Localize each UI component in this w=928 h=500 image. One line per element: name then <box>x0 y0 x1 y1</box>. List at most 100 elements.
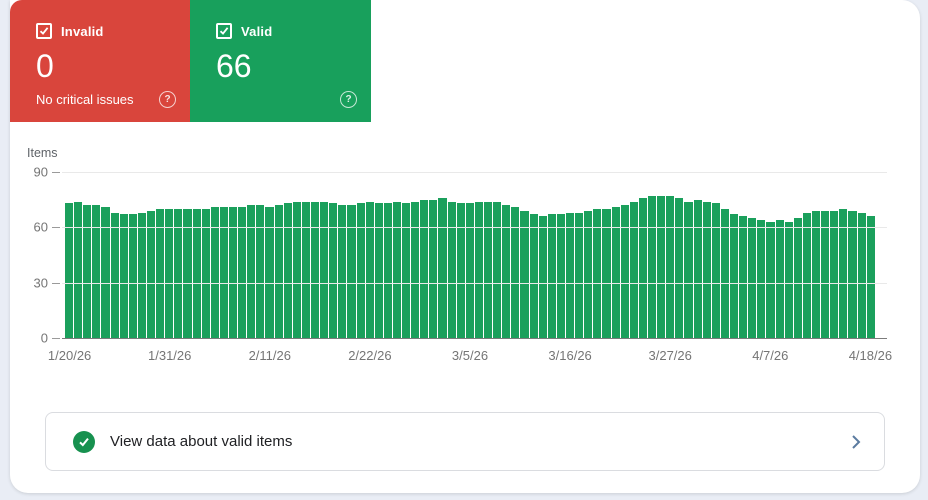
chart-bar[interactable] <box>465 203 474 338</box>
chart-bar[interactable] <box>265 207 274 338</box>
help-icon[interactable]: ? <box>159 91 176 108</box>
chevron-right-icon[interactable] <box>850 434 862 450</box>
chart-bar[interactable] <box>739 216 748 338</box>
invalid-card[interactable]: Invalid 0 No critical issues ? <box>10 0 190 122</box>
chart-bar[interactable] <box>629 201 638 338</box>
help-icon[interactable]: ? <box>340 91 357 108</box>
chart-bar[interactable] <box>529 214 538 338</box>
chart-bar[interactable] <box>292 201 301 338</box>
chart-bar[interactable] <box>620 205 629 338</box>
y-tick-mark <box>52 338 60 339</box>
chart-bar[interactable] <box>638 197 647 338</box>
chart-bar[interactable] <box>456 203 465 338</box>
chart-bar[interactable] <box>866 216 875 338</box>
chart-bar[interactable] <box>711 203 720 338</box>
chart-bar[interactable] <box>83 205 92 338</box>
chart-bar[interactable] <box>392 201 402 338</box>
chart-bar[interactable] <box>256 205 265 338</box>
y-tick-label: 90 <box>33 164 48 180</box>
chart-bar[interactable] <box>702 201 711 338</box>
valid-card[interactable]: Valid 66 ? <box>190 0 371 122</box>
chart-bar[interactable] <box>74 201 83 338</box>
chart-bar[interactable] <box>192 208 201 338</box>
chart-bar[interactable] <box>511 207 520 338</box>
chart-bar[interactable] <box>684 201 693 338</box>
chart-bar[interactable] <box>383 203 392 338</box>
chart-bar[interactable] <box>65 203 74 338</box>
chart-bar[interactable] <box>228 207 238 338</box>
chart-bar[interactable] <box>402 203 411 338</box>
chart-bar[interactable] <box>575 212 584 338</box>
chart-bar[interactable] <box>411 201 420 338</box>
chart-bar[interactable] <box>748 218 757 338</box>
chart-bar[interactable] <box>219 207 228 338</box>
chart-bar[interactable] <box>830 210 839 338</box>
chart-bar[interactable] <box>146 210 156 338</box>
chart-bar[interactable] <box>128 214 137 338</box>
chart-bar[interactable] <box>338 205 347 338</box>
chart-bar[interactable] <box>547 214 556 338</box>
chart-bar[interactable] <box>347 205 356 338</box>
chart-bar[interactable] <box>165 208 174 338</box>
chart-bar[interactable] <box>839 208 848 338</box>
chart-bar[interactable] <box>247 205 256 338</box>
chart-bar[interactable] <box>493 201 502 338</box>
chart-bar[interactable] <box>183 208 192 338</box>
chart-bar[interactable] <box>666 196 675 338</box>
chart-bar[interactable] <box>201 208 210 338</box>
chart-bar[interactable] <box>374 203 383 338</box>
chart-bar[interactable] <box>775 220 784 338</box>
checked-checkbox-icon[interactable] <box>36 23 52 39</box>
chart-bar[interactable] <box>210 207 219 338</box>
chart-bar[interactable] <box>648 196 657 338</box>
chart-bar[interactable] <box>811 210 821 338</box>
chart-bar[interactable] <box>283 203 292 338</box>
chart-bar[interactable] <box>101 207 110 338</box>
chart-bar[interactable] <box>657 196 666 338</box>
chart-bar[interactable] <box>274 205 283 338</box>
chart-bar[interactable] <box>174 208 183 338</box>
chart-bar[interactable] <box>310 201 320 338</box>
chart-bar[interactable] <box>447 201 456 338</box>
chart-bar[interactable] <box>766 221 775 338</box>
chart-bar[interactable] <box>329 203 338 338</box>
chart-bar[interactable] <box>848 210 857 338</box>
chart-bar[interactable] <box>793 218 802 338</box>
chart-bar[interactable] <box>566 212 575 338</box>
chart-bar[interactable] <box>593 208 602 338</box>
view-valid-items-row[interactable]: View data about valid items <box>45 412 885 471</box>
chart-bar[interactable] <box>502 205 511 338</box>
chart-bar[interactable] <box>156 208 165 338</box>
chart-bar[interactable] <box>784 221 793 338</box>
chart-bar[interactable] <box>301 201 310 338</box>
chart-bar[interactable] <box>474 201 484 338</box>
chart-bar[interactable] <box>720 208 729 338</box>
chart-bar[interactable] <box>365 201 374 338</box>
chart-bar[interactable] <box>520 210 529 338</box>
chart-bar[interactable] <box>611 207 620 338</box>
chart-bar[interactable] <box>137 212 146 338</box>
help-glyph: ? <box>345 94 352 105</box>
chart-bar[interactable] <box>857 212 866 338</box>
checked-checkbox-icon[interactable] <box>216 23 232 39</box>
chart-bar[interactable] <box>821 210 830 338</box>
chart-bar[interactable] <box>484 201 493 338</box>
chart-bar[interactable] <box>757 220 766 338</box>
chart-bar[interactable] <box>675 197 684 338</box>
chart-bar[interactable] <box>320 201 329 338</box>
chart-bar[interactable] <box>238 207 247 338</box>
chart-bar[interactable] <box>602 208 611 338</box>
chart-bar[interactable] <box>119 214 128 338</box>
chart-bar[interactable] <box>356 203 365 338</box>
chart-bar[interactable] <box>92 205 101 338</box>
chart-bar[interactable] <box>538 216 547 338</box>
chart-bar[interactable] <box>584 210 593 338</box>
chart-bar[interactable] <box>420 199 429 338</box>
chart-bar[interactable] <box>693 199 702 338</box>
chart-bar[interactable] <box>429 199 438 338</box>
chart-bar[interactable] <box>438 197 447 338</box>
chart-bar[interactable] <box>556 214 566 338</box>
chart-bar[interactable] <box>802 212 811 338</box>
chart-bar[interactable] <box>110 212 119 338</box>
chart-bar[interactable] <box>729 214 739 338</box>
